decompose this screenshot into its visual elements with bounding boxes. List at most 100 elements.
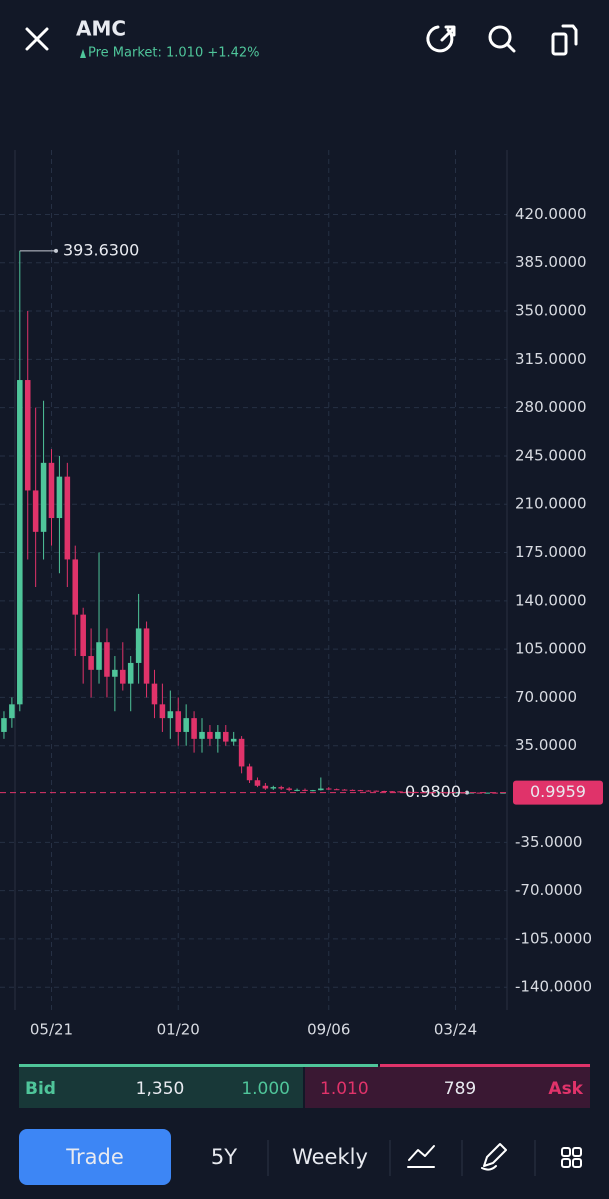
candle-body xyxy=(104,642,110,677)
pre-market: Pre Market: 1.010 +1.42% xyxy=(88,46,260,61)
up-icon xyxy=(80,49,86,58)
candle-body xyxy=(207,731,213,739)
candle-body xyxy=(167,711,174,719)
max-dot xyxy=(54,248,58,253)
x-tick-label: 05/21 xyxy=(30,1021,73,1039)
candle-body xyxy=(397,791,403,793)
y-tick-label: -70.0000 xyxy=(515,881,582,899)
y-tick-label: 140.0000 xyxy=(515,591,587,609)
bid-price: 1.000 xyxy=(241,1079,290,1099)
candle-body xyxy=(88,656,94,670)
candle-body xyxy=(278,787,284,789)
candle-body xyxy=(238,738,245,767)
candle-body xyxy=(159,704,166,719)
plot: 420.0000 385.0000 350.0000 315.0000 280.0000… xyxy=(0,150,603,1039)
candle-body xyxy=(191,718,197,739)
candle-body xyxy=(341,789,348,791)
y-tick-label: 350.0000 xyxy=(515,302,587,320)
y-tick-label: 385.0000 xyxy=(515,253,587,271)
candle-body xyxy=(215,731,221,739)
y-tick-label: 280.0000 xyxy=(515,398,587,416)
candle-body xyxy=(286,788,292,790)
bid-panel[interactable] xyxy=(19,1066,303,1108)
candle-body xyxy=(333,789,340,791)
range-button[interactable]: 5Y xyxy=(211,1145,237,1169)
share-button[interactable] xyxy=(426,25,456,53)
candle-body xyxy=(56,476,63,519)
y-tick-label: -35.0000 xyxy=(515,833,582,851)
trade-label: Trade xyxy=(65,1145,124,1169)
draw-button[interactable] xyxy=(481,1143,507,1171)
candle-body xyxy=(310,790,316,792)
candle-body xyxy=(143,628,150,684)
candle-body xyxy=(175,711,182,732)
candle-body xyxy=(48,462,55,519)
candle-body xyxy=(381,790,387,792)
candle-body xyxy=(40,462,47,532)
candle-body xyxy=(365,790,372,792)
candle-body xyxy=(135,628,142,663)
ask-size: 789 xyxy=(444,1079,476,1099)
y-tick-label: 175.0000 xyxy=(515,543,587,561)
candle-body xyxy=(17,380,23,705)
candle-body xyxy=(262,785,269,789)
candle-body xyxy=(1,718,7,732)
rotate-button[interactable] xyxy=(551,24,578,56)
bid-size: 1,350 xyxy=(136,1079,185,1099)
last-price-tag xyxy=(513,780,603,805)
y-tick-label: 35.0000 xyxy=(515,736,577,754)
y-tick-label: 420.0000 xyxy=(515,205,587,223)
candle-body xyxy=(254,780,261,786)
candle-body xyxy=(199,731,205,739)
candle-body xyxy=(294,789,300,791)
candle-body xyxy=(80,614,86,657)
y-tick-label: 245.0000 xyxy=(515,446,587,464)
candle-body xyxy=(444,792,451,794)
candle-body xyxy=(127,662,134,684)
search-button[interactable] xyxy=(488,25,516,53)
candle-body xyxy=(484,792,490,794)
candle-body xyxy=(230,738,237,742)
candle-body xyxy=(151,683,158,705)
candle-body xyxy=(96,642,102,670)
interval-button[interactable]: Weekly xyxy=(292,1145,368,1169)
candle-body xyxy=(183,718,189,732)
candle-body xyxy=(223,731,229,742)
bid-label: Bid xyxy=(25,1079,56,1099)
ask-bar xyxy=(380,1064,590,1067)
ask-label: Ask xyxy=(548,1079,583,1099)
candle-body xyxy=(120,669,126,684)
candle-body xyxy=(64,476,71,560)
y-tick-label: 210.0000 xyxy=(515,495,587,513)
min-label: 0.9800 xyxy=(405,782,461,801)
candle-body xyxy=(373,790,380,792)
max-label: 393.6300 xyxy=(63,240,139,259)
y-tick-label: 315.0000 xyxy=(515,350,587,368)
candle-body xyxy=(24,380,31,491)
min-dot xyxy=(465,790,469,795)
candle-body xyxy=(349,789,356,791)
symbol: AMC xyxy=(76,17,126,41)
candle-body xyxy=(405,791,411,793)
x-tick-label: 03/24 xyxy=(434,1021,477,1039)
ask-price: 1.010 xyxy=(320,1079,369,1099)
y-tick-label: -105.0000 xyxy=(515,929,592,947)
candle-body xyxy=(9,704,15,719)
trade-button[interactable] xyxy=(19,1129,171,1185)
y-tick-label: -140.0000 xyxy=(515,978,592,996)
close-button[interactable] xyxy=(25,27,49,51)
candle-body xyxy=(32,490,39,532)
ask-panel[interactable] xyxy=(305,1066,590,1108)
bid-bar xyxy=(19,1064,378,1067)
candle-body xyxy=(318,788,324,791)
candle-body xyxy=(357,790,364,792)
indicator-button[interactable] xyxy=(407,1145,435,1168)
more-button[interactable] xyxy=(561,1147,582,1168)
x-tick-label: 01/20 xyxy=(157,1021,200,1039)
candle-body xyxy=(246,766,253,781)
candle-body xyxy=(302,789,308,791)
candle-body xyxy=(476,792,483,794)
last-price-label: 0.9959 xyxy=(530,782,586,801)
